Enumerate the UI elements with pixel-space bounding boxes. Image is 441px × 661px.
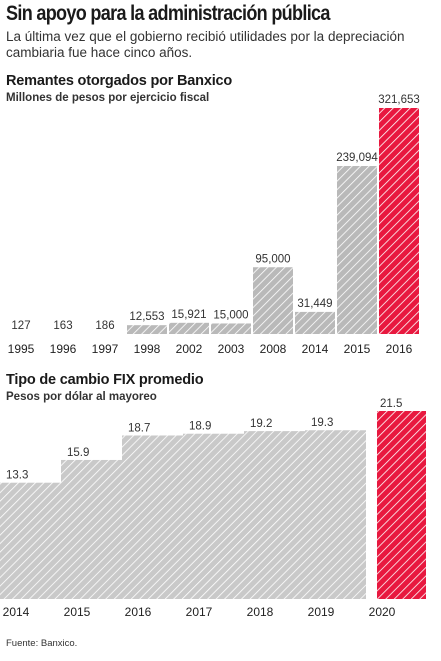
bar-2003: [211, 323, 251, 334]
value-label-2008: 95,000: [255, 253, 290, 265]
value-label-2014: 13.3: [6, 470, 28, 482]
value-label-2017: 18.9: [189, 421, 211, 433]
bar-2014: [295, 311, 335, 334]
value-label-1995: 127: [11, 320, 30, 332]
chart2-title: Tipo de cambio FIX promedio: [6, 372, 204, 388]
area-step-2017: [183, 433, 244, 599]
category-label-2003: 2003: [218, 342, 245, 356]
area-step-2020: [377, 411, 426, 599]
remanentes-bar-chart: 127 1995 163 1996 186 1997 12,553 1998 15,921 200…: [8, 94, 420, 356]
category-label-1998: 1998: [134, 342, 161, 356]
category-label-2020: 2020: [369, 605, 396, 619]
category-label-2018: 2018: [247, 605, 274, 619]
category-label-2015: 2015: [64, 605, 91, 619]
category-label-2019: 2019: [308, 605, 335, 619]
value-label-2014: 31,449: [297, 298, 332, 310]
value-label-2020: 21.5: [380, 398, 402, 410]
category-label-2014: 2014: [3, 605, 30, 619]
bar-2002: [169, 322, 209, 334]
bar-2016: [379, 108, 419, 334]
page-title: Sin apoyo para la administración pública: [6, 2, 330, 25]
value-label-2019: 19.3: [311, 417, 333, 429]
source-note: Fuente: Banxico.: [6, 638, 78, 649]
value-label-2003: 15,000: [213, 309, 248, 321]
tipo-cambio-chart: 13.3 2014 15.9 2015 18.7 2016 18.9 2017 19.2 2018…: [0, 398, 426, 619]
category-label-2014: 2014: [302, 342, 329, 356]
area-step-2016: [122, 435, 183, 599]
area-step-2015: [61, 459, 122, 599]
bar-2015: [337, 166, 377, 334]
value-label-2002: 15,921: [171, 309, 206, 321]
category-label-2016: 2016: [386, 342, 413, 356]
value-label-1998: 12,553: [129, 311, 164, 323]
category-label-2017: 2017: [186, 605, 213, 619]
category-label-2002: 2002: [176, 342, 203, 356]
chart2-subtitle: Pesos por dólar al mayoreo: [6, 391, 157, 403]
category-label-1997: 1997: [92, 342, 119, 356]
area-step-2018: [244, 431, 305, 599]
bar-2008: [253, 267, 293, 334]
value-label-2016: 321,653: [378, 94, 420, 106]
value-label-1997: 186: [95, 320, 114, 332]
value-label-2018: 19.2: [250, 418, 272, 430]
area-step-2014: [0, 482, 61, 599]
category-label-1995: 1995: [8, 342, 35, 356]
category-label-2016: 2016: [125, 605, 152, 619]
chart1-title: Remantes otorgados por Banxico: [6, 73, 233, 89]
value-label-2015: 15.9: [67, 447, 89, 459]
page-subtitle: La última vez que el gobierno recibió ut…: [6, 29, 405, 60]
value-label-2015: 239,094: [336, 152, 378, 164]
category-label-2015: 2015: [344, 342, 371, 356]
category-label-1996: 1996: [50, 342, 77, 356]
category-label-2008: 2008: [260, 342, 287, 356]
chart1-subtitle: Millones de pesos por ejercicio fiscal: [6, 92, 210, 104]
value-label-1996: 163: [53, 320, 72, 332]
value-label-2016: 18.7: [128, 422, 150, 434]
bar-1998: [127, 325, 167, 334]
area-step-2019: [305, 430, 366, 599]
